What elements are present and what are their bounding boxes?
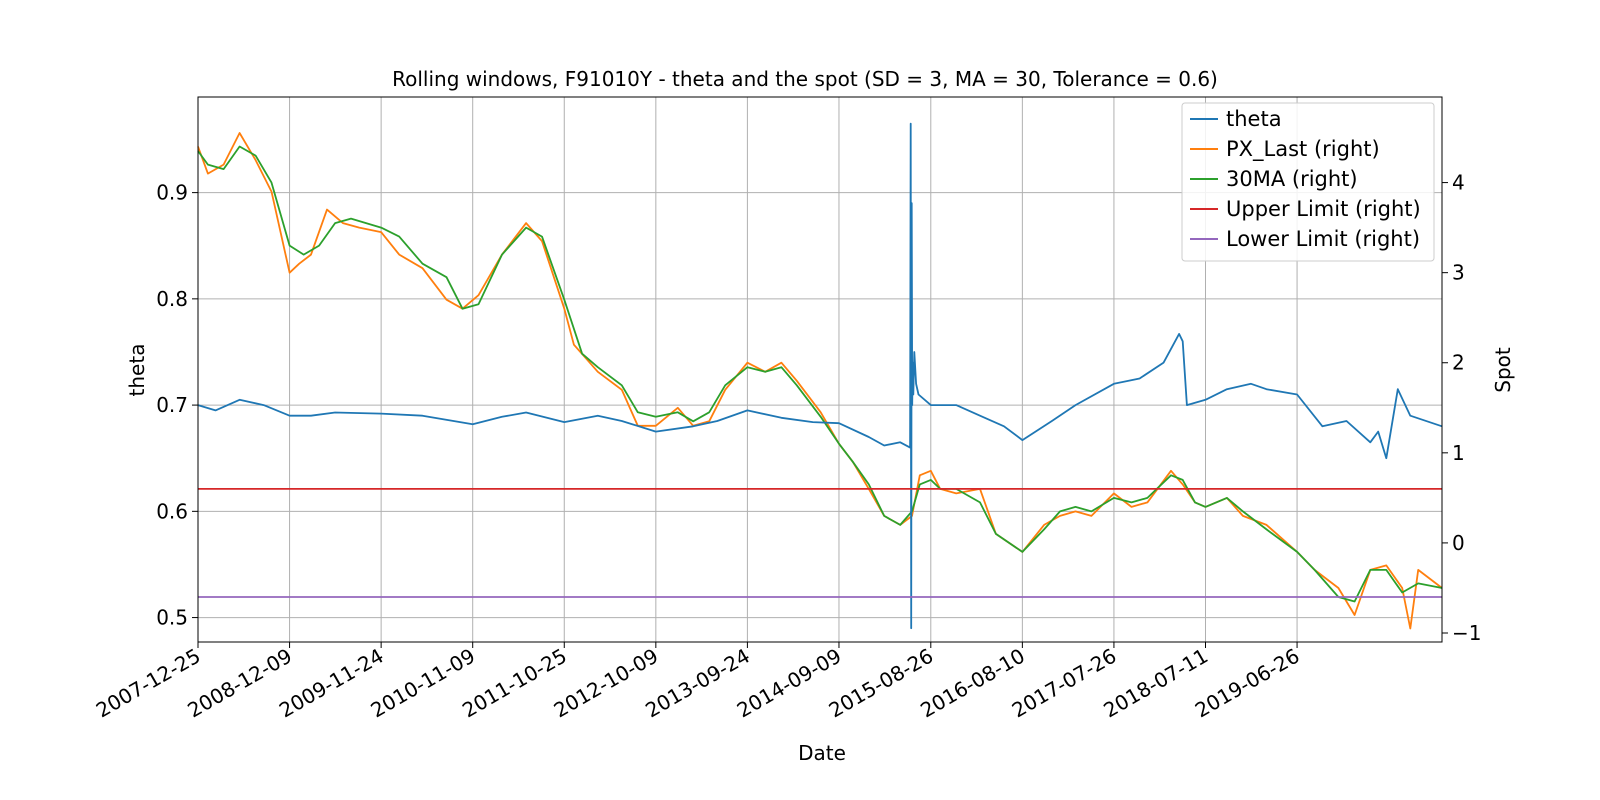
y-right-tick-label: 3	[1452, 261, 1465, 285]
chart-title: Rolling windows, F91010Y - theta and the…	[392, 67, 1218, 91]
y-left-tick-label: 0.6	[156, 499, 188, 523]
y-right-tick-label: 0	[1452, 531, 1465, 555]
y-axis-left: 0.5 0.6 0.7 0.8 0.9	[156, 181, 198, 630]
y-left-tick-label: 0.7	[156, 393, 188, 417]
legend-label: Lower Limit (right)	[1226, 227, 1420, 251]
legend-label: 30MA (right)	[1226, 167, 1358, 191]
series-line-2	[197, 145, 1443, 603]
y-axis-right-title: Spot	[1491, 347, 1515, 393]
y-left-tick-label: 0.9	[156, 181, 188, 205]
grid-lines	[197, 97, 1442, 642]
y-axis-left-title: theta	[125, 344, 149, 397]
legend-box	[1181, 102, 1435, 262]
y-right-tick-label: 2	[1452, 351, 1465, 375]
legend: theta PX_Last (right) 30MA (right) Upper Li…	[1181, 102, 1435, 262]
series-layer	[197, 122, 1443, 630]
series-line-0	[197, 122, 1443, 630]
y-right-tick-label: 1	[1452, 441, 1465, 465]
legend-label: PX_Last (right)	[1226, 137, 1380, 162]
y-left-tick-label: 0.5	[156, 606, 188, 630]
x-axis-title: Date	[798, 741, 846, 765]
y-axis-right: −1 0 1 2 3 4	[1442, 171, 1481, 645]
legend-label: Upper Limit (right)	[1226, 197, 1421, 221]
plot-frame	[197, 96, 1443, 643]
y-right-tick-label: 4	[1452, 171, 1465, 195]
y-left-tick-label: 0.8	[156, 287, 188, 311]
y-right-tick-label: −1	[1452, 621, 1481, 645]
legend-label: theta	[1226, 107, 1282, 131]
